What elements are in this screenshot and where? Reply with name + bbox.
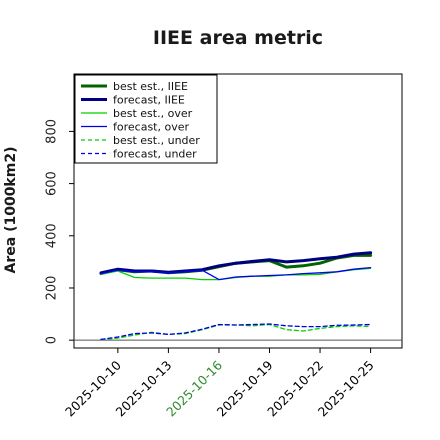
legend-label: forecast, under bbox=[113, 148, 197, 161]
plot-frame bbox=[73, 73, 403, 349]
series-line-3 bbox=[100, 266, 372, 281]
y-axis-label: Area (1000km2) bbox=[3, 147, 19, 274]
legend-label: forecast, over bbox=[113, 121, 189, 134]
series-line-4 bbox=[100, 323, 372, 341]
series-line-5 bbox=[100, 323, 372, 341]
y-axis: 0 200 400 600 800 bbox=[45, 119, 74, 344]
chart-title: IIEE area metric bbox=[153, 27, 323, 49]
legend-label: best est., IIEE bbox=[113, 80, 188, 93]
series-line-1 bbox=[99, 251, 373, 275]
y-tick-label: 800 bbox=[45, 119, 60, 144]
legend-label: best est., under bbox=[113, 134, 200, 147]
y-tick-label: 600 bbox=[45, 171, 60, 196]
legend-box bbox=[74, 74, 218, 164]
y-tick-label: 0 bbox=[45, 336, 60, 344]
y-tick-label: 200 bbox=[45, 276, 60, 301]
legend-label: forecast, IIEE bbox=[113, 94, 185, 107]
series-group bbox=[99, 251, 373, 341]
y-tick-label: 400 bbox=[45, 223, 60, 248]
legend-label: best est., over bbox=[113, 107, 193, 120]
x-axis: 2025-10-102025-10-132025-10-162025-10-19… bbox=[62, 348, 377, 419]
